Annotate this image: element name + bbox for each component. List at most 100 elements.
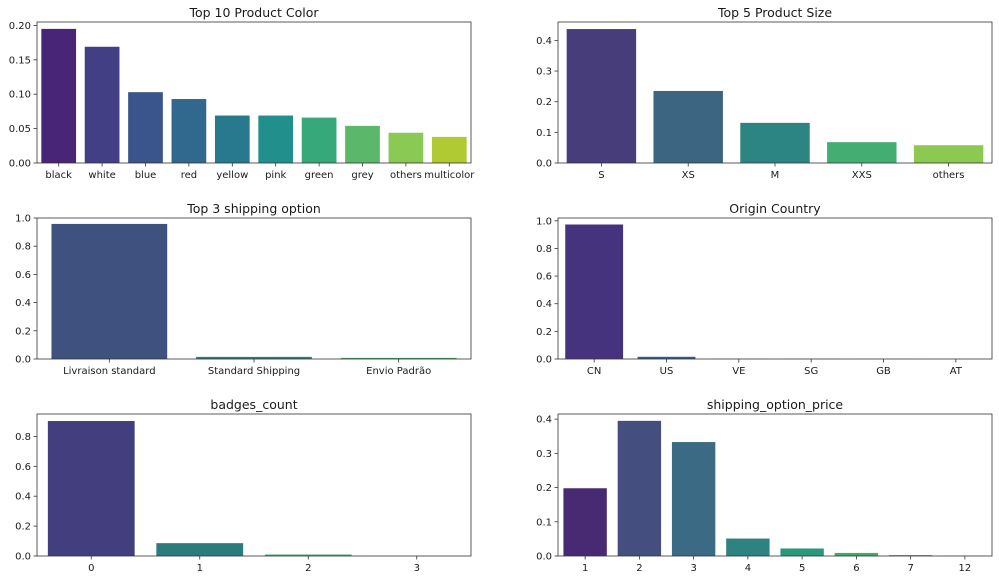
bar-9	[388, 132, 424, 163]
x-tick-label: M	[771, 170, 780, 181]
y-tick-label: 0.1	[536, 128, 552, 139]
x-tick-label: 2	[305, 563, 311, 574]
bar-2	[653, 90, 723, 163]
x-tick-label: 6	[853, 563, 859, 574]
x-tick-label: VE	[732, 366, 745, 377]
bar-3	[340, 357, 457, 359]
bar-1	[41, 28, 77, 163]
subplot-product-color: Top 10 Product Color black white blue red ye…	[9, 5, 476, 181]
y-tick-label: 0.3	[536, 67, 552, 78]
x-tick-label: Envio Padrão	[366, 366, 431, 377]
x-tick-label: black	[45, 170, 72, 181]
x-tick-label: pink	[265, 170, 286, 181]
x-tick-label: 2	[636, 563, 642, 574]
bar-4	[171, 99, 207, 163]
plot-frame	[36, 21, 472, 164]
subplot-shipping-option: Top 3 shipping option Livraison standard…	[15, 201, 472, 377]
chart-title: Top 5 Product Size	[717, 5, 832, 20]
x-tick-label: XS	[682, 170, 695, 181]
bar-1	[566, 29, 637, 163]
x-tick-label: red	[181, 170, 197, 181]
x-tick-label: AT	[950, 366, 963, 377]
y-tick-label: 0.6	[15, 270, 31, 281]
bar-4	[827, 142, 897, 163]
y-tick-label: 0.4	[536, 299, 552, 310]
x-tick-label: SG	[804, 366, 818, 377]
x-tick-label: S	[598, 170, 604, 181]
x-tick-label: 5	[799, 563, 805, 574]
bar-7	[888, 554, 933, 556]
bar-3	[128, 92, 163, 163]
x-tick-label: white	[88, 170, 115, 181]
y-tick-label: 0.8	[15, 432, 31, 443]
bar-8	[345, 125, 380, 163]
y-tick-label: 0.15	[9, 55, 31, 66]
y-tick-label: 0.4	[536, 415, 552, 426]
y-tick-label: 0.20	[9, 21, 31, 32]
y-tick-label: 0.05	[9, 124, 31, 135]
bar-1	[565, 224, 624, 359]
y-tick-label: 1.0	[15, 214, 31, 225]
y-tick-label: 0.4	[15, 492, 31, 503]
chart-title: Origin Country	[729, 201, 821, 216]
y-tick-label: 0.6	[536, 272, 552, 283]
bar-1	[51, 223, 168, 359]
y-tick-label: 0.0	[15, 355, 31, 366]
x-tick-label: multicolor	[424, 170, 475, 181]
y-tick-label: 0.2	[536, 483, 552, 494]
x-tick-label: 7	[907, 563, 913, 574]
bar-6	[258, 115, 294, 163]
bar-3	[264, 554, 352, 556]
x-tick-label: others	[933, 170, 965, 181]
y-tick-label: 0.0	[536, 355, 552, 366]
bar-3	[740, 122, 810, 163]
x-tick-label: 4	[745, 563, 751, 574]
y-tick-label: 0.1	[536, 517, 552, 528]
chart-title: Top 10 Product Color	[188, 5, 319, 20]
y-tick-label: 0.2	[536, 97, 552, 108]
y-tick-label: 0.00	[9, 159, 31, 170]
bar-5	[214, 115, 250, 163]
plot-frame	[36, 413, 472, 557]
bar-1	[47, 421, 135, 556]
x-tick-label: green	[305, 170, 334, 181]
y-tick-label: 0.0	[15, 552, 31, 563]
chart-title: shipping_option_price	[707, 397, 844, 412]
y-tick-label: 0.0	[536, 159, 552, 170]
bar-7	[301, 117, 337, 163]
y-tick-label: 0.3	[536, 449, 552, 460]
y-tick-label: 1.0	[536, 216, 552, 227]
y-tick-label: 0.4	[536, 36, 552, 47]
subplot-origin-country: Origin Country CN US VE SG GB AT 0.0 0.2 0.4 0.6 0…	[536, 201, 993, 377]
x-tick-label: CN	[587, 366, 601, 377]
y-tick-label: 0.6	[15, 462, 31, 473]
y-tick-label: 0.8	[536, 244, 552, 255]
bar-2	[617, 420, 662, 556]
x-tick-label: others	[390, 170, 422, 181]
plot-frame	[36, 217, 472, 360]
x-tick-label: 1	[582, 563, 588, 574]
bar-3	[671, 442, 716, 556]
bar-2	[637, 356, 696, 359]
y-tick-label: 0.0	[536, 552, 552, 563]
chart-title: Top 3 shipping option	[186, 201, 321, 216]
y-tick-label: 0.2	[536, 327, 552, 338]
bar-2	[156, 543, 244, 556]
x-tick-label: 1	[197, 563, 203, 574]
x-tick-label: blue	[135, 170, 157, 181]
x-tick-label: GB	[876, 366, 891, 377]
subplot-badges-count: badges_count 0 1 2 3 0.0 0.2 0.4 0.6 0.8	[15, 397, 472, 574]
bar-2	[84, 46, 120, 164]
x-tick-label: Livraison standard	[63, 366, 156, 377]
bar-2	[196, 356, 312, 359]
y-tick-label: 0.2	[15, 522, 31, 533]
subplot-product-size: Top 5 Product Size S XS M XXS others 0.0 0.1 0.…	[536, 5, 993, 181]
y-tick-label: 0.8	[15, 242, 31, 253]
x-tick-label: US	[660, 366, 674, 377]
plot-frame	[557, 217, 993, 360]
subplot-shipping-option-price: shipping_option_price 1 2 3 4 5 6 7 120.00.10.2…	[536, 397, 993, 574]
x-tick-label: XXS	[852, 170, 872, 181]
plot-frame	[557, 413, 993, 557]
y-tick-label: 0.4	[15, 298, 31, 309]
bar-6	[834, 552, 879, 556]
